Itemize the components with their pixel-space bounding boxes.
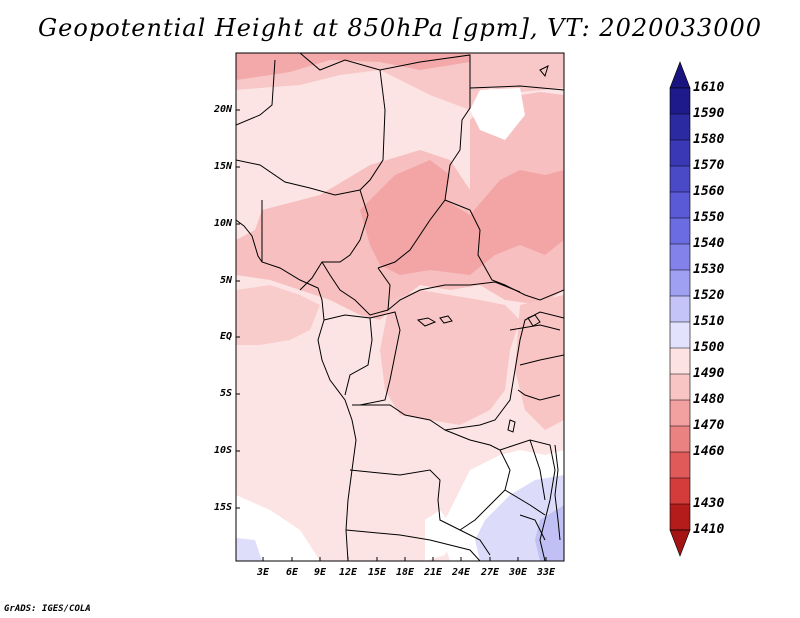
border-line bbox=[499, 439, 556, 561]
colorbar-label-1530: 1530 bbox=[693, 262, 725, 277]
border-line bbox=[517, 389, 561, 401]
field-1480-north bbox=[236, 53, 470, 80]
colorbar-bottom-arrow bbox=[669, 529, 691, 557]
border-line bbox=[519, 514, 546, 541]
border-line bbox=[236, 159, 361, 196]
border-line bbox=[444, 429, 511, 531]
lat-label-5s: 5S bbox=[219, 388, 232, 399]
lat-label-10n: 10N bbox=[213, 218, 232, 229]
lat-label-15s: 15S bbox=[213, 502, 232, 513]
border-line bbox=[355, 311, 564, 431]
field-1490-congo bbox=[380, 290, 520, 425]
colorbar-bin bbox=[670, 322, 690, 348]
lake-outline bbox=[416, 317, 437, 327]
colorbar-bin bbox=[670, 426, 690, 452]
colorbar-label-1460: 1460 bbox=[693, 444, 725, 459]
lat-label-5n: 5N bbox=[219, 275, 232, 286]
colorbar-label-1430: 1430 bbox=[693, 496, 725, 511]
field-1520-sw bbox=[236, 538, 262, 561]
colorbar-bin bbox=[670, 166, 690, 192]
colorbar-label-1570: 1570 bbox=[693, 158, 725, 173]
lon-label-27e: 27E bbox=[480, 567, 500, 578]
colorbar-top-arrow bbox=[669, 61, 691, 89]
colorbar-label-1520: 1520 bbox=[693, 288, 725, 303]
border-line bbox=[236, 59, 276, 126]
lake-outline bbox=[527, 314, 541, 327]
field-1510-center bbox=[425, 510, 455, 561]
border-line bbox=[509, 324, 561, 331]
border-line bbox=[377, 267, 521, 312]
lat-label-15n: 15N bbox=[213, 161, 232, 172]
colorbar-label-1510: 1510 bbox=[693, 314, 725, 329]
border-line bbox=[377, 54, 471, 269]
lat-label-20n: 20N bbox=[213, 104, 232, 115]
country-borders bbox=[236, 53, 564, 561]
contour-field bbox=[236, 53, 564, 561]
colorbar-bin bbox=[670, 296, 690, 322]
lon-label-12e: 12E bbox=[338, 567, 358, 578]
map-frame bbox=[235, 52, 565, 562]
lon-label-30e: 30E bbox=[508, 567, 528, 578]
border-line bbox=[554, 444, 561, 541]
colorbar-bin bbox=[670, 478, 690, 504]
border-line bbox=[352, 311, 401, 406]
lake-outline bbox=[507, 419, 516, 433]
border-line bbox=[321, 261, 389, 316]
colorbar-label-1480: 1480 bbox=[693, 392, 725, 407]
border-line bbox=[469, 85, 564, 91]
lon-label-24e: 24E bbox=[451, 567, 471, 578]
colorbar-bin bbox=[670, 504, 690, 530]
border-line bbox=[345, 529, 481, 561]
colorbar-bin bbox=[670, 400, 690, 426]
field-1480-central bbox=[360, 160, 564, 275]
colorbar bbox=[669, 61, 691, 557]
colorbar-label-1590: 1590 bbox=[693, 106, 725, 121]
colorbar-bin bbox=[670, 348, 690, 374]
border-line bbox=[504, 489, 546, 516]
colorbar-label-1580: 1580 bbox=[693, 132, 725, 147]
colorbar-bin bbox=[670, 140, 690, 166]
lon-label-21e: 21E bbox=[423, 567, 443, 578]
colorbar-bin bbox=[670, 114, 690, 140]
axis-ticks bbox=[236, 109, 547, 561]
map-title: Geopotential Height at 850hPa [gpm], VT:… bbox=[38, 14, 762, 42]
colorbar-bin bbox=[670, 218, 690, 244]
lon-label-15e: 15E bbox=[367, 567, 387, 578]
border-line bbox=[444, 199, 564, 301]
border-line bbox=[323, 314, 373, 396]
colorbar-label-1550: 1550 bbox=[693, 210, 725, 225]
field-1510-sw bbox=[236, 495, 320, 561]
colorbar-label-1470: 1470 bbox=[693, 418, 725, 433]
colorbar-bin bbox=[670, 452, 690, 478]
colorbar-bin bbox=[670, 374, 690, 400]
border-line bbox=[349, 469, 491, 556]
colorbar-label-1490: 1490 bbox=[693, 366, 725, 381]
colorbar-label-1610: 1610 bbox=[693, 80, 725, 95]
colorbar-bin bbox=[670, 192, 690, 218]
grads-credit: GrADS: IGES/COLA bbox=[4, 604, 91, 614]
lon-label-6e: 6E bbox=[285, 567, 299, 578]
lat-label-10s: 10S bbox=[213, 445, 232, 456]
colorbar-label-1560: 1560 bbox=[693, 184, 725, 199]
coastline-west-africa bbox=[236, 219, 357, 561]
lon-label-33e: 33E bbox=[536, 567, 556, 578]
colorbar-bin bbox=[670, 88, 690, 114]
colorbar-label-1540: 1540 bbox=[693, 236, 725, 251]
lat-label-eq: EQ bbox=[219, 331, 232, 342]
lon-label-18e: 18E bbox=[395, 567, 415, 578]
lon-label-9e: 9E bbox=[313, 567, 327, 578]
field-1530-south bbox=[535, 505, 564, 561]
border-line bbox=[519, 354, 564, 366]
lake-outline bbox=[539, 65, 549, 78]
colorbar-bin bbox=[670, 270, 690, 296]
border-line bbox=[529, 439, 546, 501]
colorbar-bin bbox=[670, 244, 690, 270]
lon-label-3e: 3E bbox=[256, 567, 270, 578]
field-1490-west bbox=[236, 285, 320, 345]
colorbar-label-1500: 1500 bbox=[693, 340, 725, 355]
colorbar-label-1410: 1410 bbox=[693, 522, 725, 537]
lake-outline bbox=[439, 315, 453, 324]
field-1510-ne bbox=[470, 88, 525, 140]
